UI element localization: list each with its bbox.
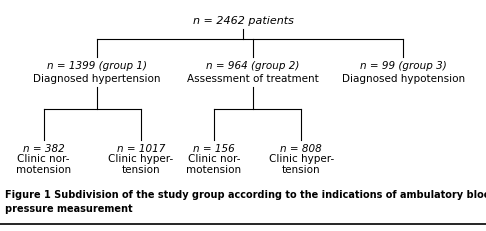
Text: Clinic nor-: Clinic nor- bbox=[188, 154, 240, 164]
Text: motension: motension bbox=[16, 165, 71, 175]
Text: Clinic nor-: Clinic nor- bbox=[17, 154, 70, 164]
Text: tension: tension bbox=[282, 165, 321, 175]
Text: Clinic hyper-: Clinic hyper- bbox=[269, 154, 334, 164]
Text: tension: tension bbox=[122, 165, 160, 175]
Text: Diagnosed hypertension: Diagnosed hypertension bbox=[34, 73, 161, 84]
Text: Figure 1 Subdivision of the study group according to the indications of ambulato: Figure 1 Subdivision of the study group … bbox=[5, 190, 486, 200]
Text: motension: motension bbox=[186, 165, 242, 175]
Text: n = 156: n = 156 bbox=[193, 144, 235, 154]
Text: n = 1017: n = 1017 bbox=[117, 144, 165, 154]
Text: n = 382: n = 382 bbox=[23, 144, 65, 154]
Text: Diagnosed hypotension: Diagnosed hypotension bbox=[342, 73, 465, 84]
Text: n = 1399 (group 1): n = 1399 (group 1) bbox=[47, 61, 147, 71]
Text: n = 99 (group 3): n = 99 (group 3) bbox=[360, 61, 447, 71]
Text: n = 964 (group 2): n = 964 (group 2) bbox=[206, 61, 299, 71]
Text: n = 808: n = 808 bbox=[280, 144, 322, 154]
Text: pressure measurement: pressure measurement bbox=[5, 204, 133, 214]
Text: Assessment of treatment: Assessment of treatment bbox=[187, 73, 319, 84]
Text: Clinic hyper-: Clinic hyper- bbox=[108, 154, 174, 164]
Text: n = 2462 patients: n = 2462 patients bbox=[192, 16, 294, 26]
